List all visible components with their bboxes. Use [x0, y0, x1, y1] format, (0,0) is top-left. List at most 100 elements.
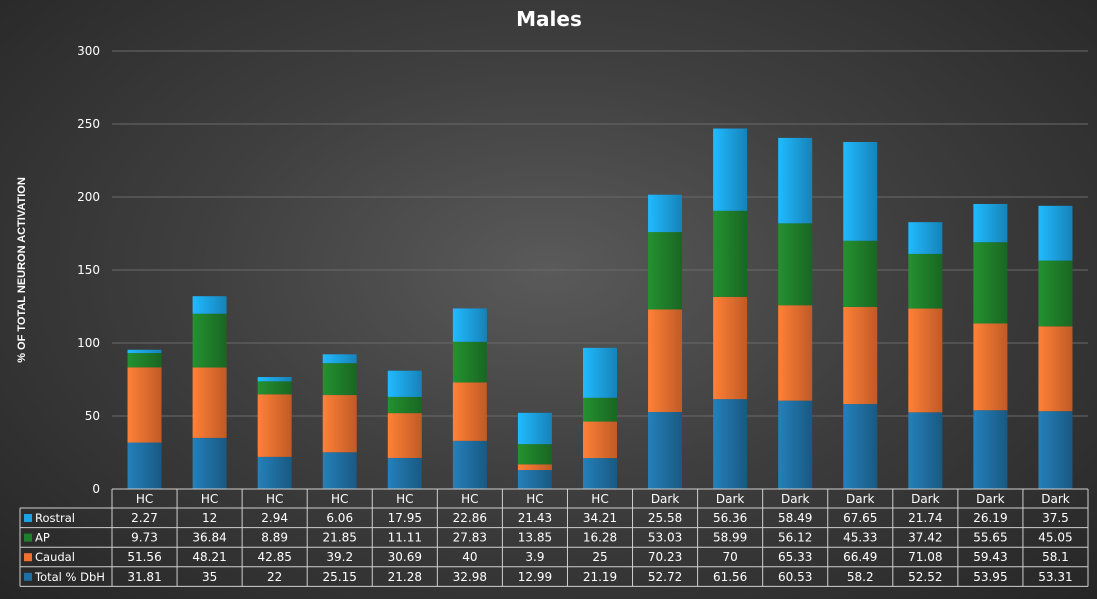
bar-segment-ap	[257, 381, 292, 395]
bar-segment-ap	[973, 242, 1008, 324]
bar-segment-total-dbh	[127, 442, 162, 489]
bar-segment-total-dbh	[517, 470, 552, 489]
table-value: 70	[722, 550, 737, 564]
table-value: 71.08	[908, 550, 942, 564]
table-value: 34.21	[583, 511, 617, 525]
bar-segment-caudal	[452, 382, 487, 441]
bar-segment-total-dbh	[257, 456, 292, 489]
bar-segment-total-dbh	[387, 457, 422, 489]
table-value: 30.69	[388, 550, 422, 564]
x-category-label: HC	[526, 492, 543, 506]
bar-segment-rostral	[1038, 205, 1073, 261]
bar-segment-total-dbh	[1038, 411, 1073, 489]
table-value: 16.28	[583, 531, 617, 545]
table-value: 55.65	[973, 531, 1007, 545]
table-value: 59.43	[973, 550, 1007, 564]
y-tick-label: 0	[92, 482, 100, 496]
bar-segment-ap	[908, 253, 943, 309]
x-category-label: Dark	[911, 492, 940, 506]
table-value: 56.36	[713, 511, 747, 525]
bar-segment-caudal	[713, 296, 748, 400]
table-value: 37.5	[1042, 511, 1069, 525]
bar-segment-ap	[127, 353, 162, 368]
legend-key	[24, 533, 32, 542]
x-category-label: HC	[201, 492, 218, 506]
x-category-label: Dark	[846, 492, 875, 506]
bar-segment-total-dbh	[713, 399, 748, 489]
bar-segment-ap	[517, 444, 552, 465]
table-value: 61.56	[713, 570, 747, 584]
bar-segment-total-dbh	[778, 400, 813, 489]
x-category-label: HC	[461, 492, 478, 506]
bar-segment-rostral	[192, 296, 227, 314]
bar-segment-total-dbh	[843, 404, 878, 489]
bar-segment-rostral	[322, 354, 357, 364]
table-value: 53.95	[973, 570, 1007, 584]
bar-segment-caudal	[387, 413, 422, 458]
bar-segment-total-dbh	[648, 412, 683, 489]
bar-segment-caudal	[192, 367, 227, 438]
bar-segment-rostral	[843, 142, 878, 241]
table-value: 21.43	[518, 511, 552, 525]
legend-label: AP	[35, 531, 50, 545]
table-value: 40	[462, 550, 477, 564]
bar-segment-caudal	[648, 309, 683, 413]
table-value: 39.2	[326, 550, 353, 564]
bar-segment-total-dbh	[908, 412, 943, 489]
y-tick-label: 300	[77, 44, 100, 58]
x-category-label: Dark	[651, 492, 680, 506]
bars	[127, 128, 1073, 489]
table-value: 25.58	[648, 511, 682, 525]
table-value: 67.65	[843, 511, 877, 525]
x-category-label: HC	[331, 492, 348, 506]
x-category-label: HC	[591, 492, 608, 506]
table-value: 58.2	[847, 570, 874, 584]
legend-key	[24, 514, 32, 522]
bar-segment-caudal	[127, 367, 162, 443]
bar-segment-caudal	[973, 323, 1008, 411]
table-value: 2.27	[131, 511, 158, 525]
bar-segment-ap	[452, 341, 487, 383]
y-tick-label: 250	[77, 117, 100, 131]
table-value: 65.33	[778, 550, 812, 564]
table-value: 53.03	[648, 531, 682, 545]
data-table: HC HC HC HC HC HC HC HC Dark Dark Dark Dark Dark Dark…	[19, 488, 1089, 587]
bar-segment-ap	[713, 210, 748, 297]
table-value: 52.52	[908, 570, 942, 584]
y-tick-label: 150	[77, 263, 100, 277]
table-value: 48.21	[192, 550, 226, 564]
legend-label: Caudal	[35, 550, 75, 564]
table-value: 17.95	[388, 511, 422, 525]
bar-segment-rostral	[648, 194, 683, 233]
table-value: 35	[202, 570, 217, 584]
bar-segment-caudal	[257, 394, 292, 457]
table-value: 58.99	[713, 531, 747, 545]
legend-key	[24, 572, 32, 581]
bar-segment-caudal	[843, 306, 878, 405]
table-value: 58.1	[1042, 550, 1069, 564]
table-value: 25	[592, 550, 607, 564]
bar-segment-rostral	[387, 370, 422, 397]
bar-segment-caudal	[1038, 326, 1073, 412]
table-value: 13.85	[518, 531, 552, 545]
y-axis-ticks: 0 50 100 150 200 250 300	[77, 44, 100, 496]
bar-segment-caudal	[517, 464, 552, 471]
table-value: 9.73	[131, 531, 158, 545]
bar-segment-total-dbh	[452, 440, 487, 489]
table-value: 42.85	[257, 550, 291, 564]
x-category-label: HC	[136, 492, 153, 506]
x-category-label: HC	[266, 492, 283, 506]
bar-segment-rostral	[973, 203, 1008, 243]
table-value: 22.86	[453, 511, 487, 525]
y-tick-label: 50	[85, 409, 100, 423]
x-category-label: Dark	[781, 492, 810, 506]
bar-segment-caudal	[778, 305, 813, 401]
table-value: 8.89	[261, 531, 288, 545]
bar-segment-rostral	[517, 412, 552, 445]
x-category-label: Dark	[716, 492, 745, 506]
bar-segment-ap	[1038, 260, 1073, 327]
table-value: 53.31	[1038, 570, 1072, 584]
bar-segment-total-dbh	[192, 437, 227, 489]
table-value: 32.98	[453, 570, 487, 584]
